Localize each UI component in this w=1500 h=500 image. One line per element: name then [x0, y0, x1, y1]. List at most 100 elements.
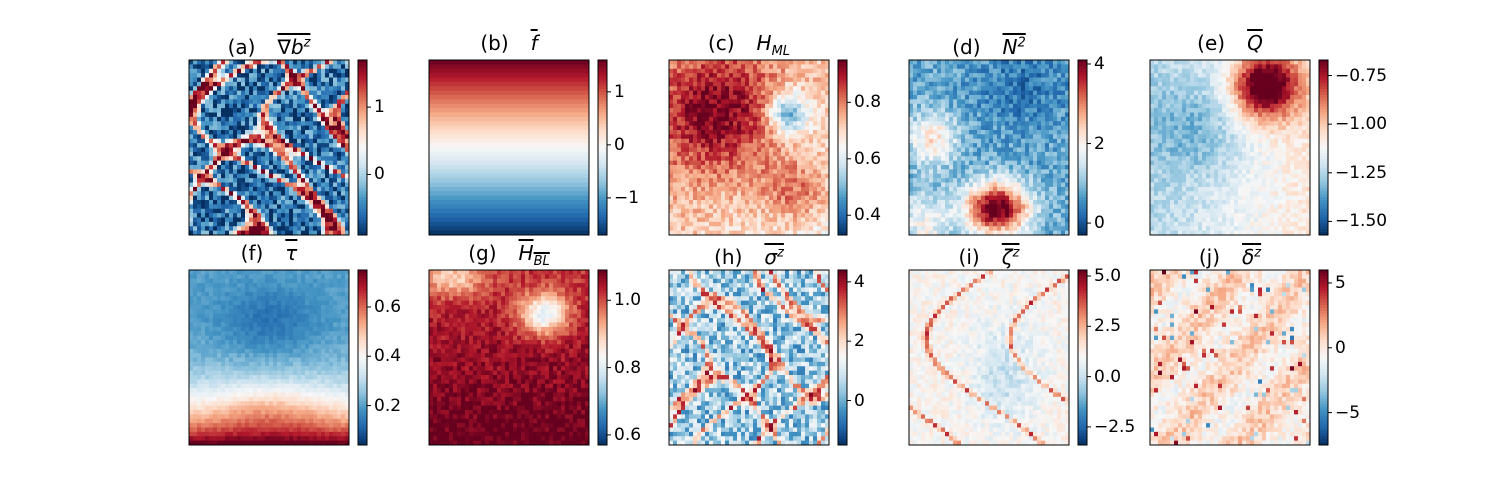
heatmap-cell — [329, 134, 334, 140]
heatmap-cell — [549, 138, 554, 144]
heatmap-cell — [297, 173, 302, 179]
heatmap-cell — [769, 165, 774, 170]
heatmap-cell — [277, 186, 282, 192]
heatmap-cell — [701, 121, 706, 127]
heatmap-cell — [257, 143, 262, 148]
heatmap-cell — [345, 182, 350, 188]
heatmap-cell — [533, 173, 538, 179]
heatmap-cell — [669, 121, 674, 127]
heatmap-cell — [761, 134, 766, 140]
heatmap-cell — [689, 125, 694, 131]
heatmap-cell — [765, 112, 770, 118]
heatmap-cell — [705, 182, 710, 188]
heatmap-cell — [729, 77, 734, 83]
heatmap-cell — [293, 116, 298, 122]
heatmap-cell — [501, 81, 506, 87]
heatmap-cell — [545, 99, 550, 105]
heatmap-cell — [569, 151, 574, 157]
heatmap-cell — [201, 125, 206, 131]
heatmap-cell — [797, 208, 802, 214]
heatmap-cell — [209, 77, 214, 83]
heatmap-cell — [229, 73, 234, 78]
heatmap-cell — [449, 130, 454, 135]
heatmap-cell — [269, 116, 274, 122]
heatmap-cell — [437, 226, 442, 232]
heatmap-cell — [673, 208, 678, 214]
heatmap-cell — [773, 156, 778, 162]
heatmap-cell — [529, 200, 534, 205]
heatmap-cell — [789, 186, 794, 192]
heatmap-cell — [577, 116, 582, 122]
heatmap-cell — [245, 186, 250, 192]
heatmap-cell — [329, 86, 334, 92]
heatmap-cell — [521, 116, 526, 122]
heatmap-cell — [317, 191, 322, 197]
colorbar-segment — [358, 179, 367, 183]
heatmap-cell — [221, 191, 226, 197]
heatmap-cell — [669, 204, 674, 210]
heatmap-cell — [585, 151, 590, 157]
heatmap-cell — [261, 173, 266, 179]
heatmap-cell — [729, 178, 734, 183]
heatmap-cell — [721, 165, 726, 170]
heatmap-cell — [245, 77, 250, 83]
heatmap-cell — [265, 108, 270, 113]
heatmap-cell — [301, 90, 306, 96]
heatmap-cell — [669, 230, 674, 236]
heatmap-cell — [265, 200, 270, 205]
heatmap-cell — [537, 178, 542, 183]
heatmap-cell — [793, 147, 798, 153]
heatmap-cell — [797, 178, 802, 183]
heatmap-cell — [497, 116, 502, 122]
heatmap-cell — [213, 60, 218, 65]
heatmap-cell — [237, 169, 242, 175]
heatmap-cell — [573, 195, 578, 201]
heatmap-cell — [485, 81, 490, 87]
heatmap-cell — [205, 112, 210, 118]
heatmap-cell — [565, 95, 570, 100]
heatmap-cell — [741, 116, 746, 122]
heatmap-cell — [341, 151, 346, 157]
heatmap-cell — [769, 86, 774, 92]
heatmap-1 — [189, 60, 350, 236]
heatmap-cell — [717, 182, 722, 188]
heatmap-cell — [281, 169, 286, 175]
heatmap-cell — [217, 112, 222, 118]
heatmap-cell — [677, 99, 682, 105]
heatmap-cell — [485, 200, 490, 205]
heatmap-cell — [689, 130, 694, 135]
heatmap-cell — [301, 178, 306, 183]
heatmap-cell — [785, 138, 790, 144]
heatmap-cell — [765, 208, 770, 214]
heatmap-cell — [277, 81, 282, 87]
heatmap-cell — [737, 86, 742, 92]
heatmap-cell — [341, 99, 346, 105]
heatmap-cell — [209, 130, 214, 135]
heatmap-cell — [785, 143, 790, 148]
heatmap-cell — [733, 208, 738, 214]
heatmap-cell — [473, 73, 478, 78]
heatmap-cell — [529, 151, 534, 157]
heatmap-cell — [553, 160, 558, 166]
heatmap-cell — [229, 143, 234, 148]
heatmap-cell — [501, 151, 506, 157]
heatmap-cell — [341, 156, 346, 162]
heatmap-cell — [461, 165, 466, 170]
heatmap-cell — [797, 121, 802, 127]
heatmap-cell — [709, 77, 714, 83]
heatmap-cell — [469, 116, 474, 122]
heatmap-cell — [337, 208, 342, 214]
heatmap-cell — [761, 90, 766, 96]
heatmap-cell — [277, 64, 282, 70]
heatmap-cell — [685, 95, 690, 100]
heatmap-cell — [537, 217, 542, 223]
heatmap-cell — [293, 143, 298, 148]
heatmap-cell — [209, 108, 214, 113]
heatmap-cell — [261, 95, 266, 100]
heatmap-cell — [297, 182, 302, 188]
heatmap-cell — [269, 221, 274, 227]
heatmap-cell — [677, 165, 682, 170]
heatmap-cell — [765, 108, 770, 113]
heatmap-cell — [305, 208, 310, 214]
colorbar-segment — [598, 150, 607, 154]
